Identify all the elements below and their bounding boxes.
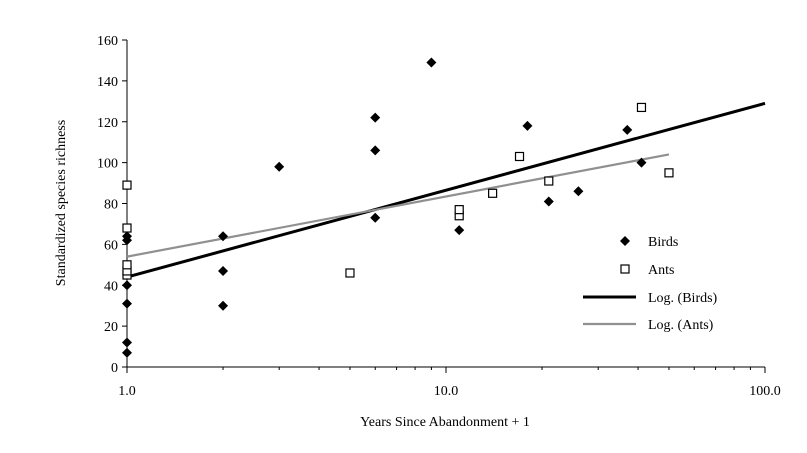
- ant-point: [514, 151, 525, 162]
- ant-point: [122, 223, 132, 233]
- bird-point: [426, 57, 437, 68]
- legend-label: Birds: [648, 235, 678, 250]
- bird-point: [573, 186, 584, 197]
- bird-point: [370, 145, 381, 156]
- bird-point: [122, 231, 132, 242]
- trendline-birds: [126, 101, 766, 279]
- y-tick-label: 140: [97, 75, 118, 90]
- bird-point: [122, 347, 132, 358]
- bird-point: [122, 280, 132, 291]
- ant-point: [664, 168, 674, 178]
- x-tick-label: 1.0: [118, 384, 136, 399]
- legend-bird-marker: [620, 236, 630, 246]
- y-tick-label: 20: [104, 320, 118, 335]
- x-axis-title: Years Since Abandonment + 1: [360, 415, 530, 430]
- legend-ant-marker: [620, 264, 630, 274]
- y-tick-label: 60: [104, 238, 118, 253]
- bird-point: [622, 124, 633, 135]
- bird-point: [122, 337, 132, 348]
- bird-point: [543, 196, 554, 207]
- bird-point: [218, 265, 229, 276]
- bird-point: [218, 300, 229, 311]
- ant-point: [488, 188, 498, 198]
- x-tick-label: 100.0: [749, 384, 781, 399]
- y-tick-label: 0: [111, 361, 118, 376]
- data-points: [122, 57, 674, 358]
- x-ticks: 1.0 10.0 100.0: [118, 367, 781, 399]
- ant-point: [122, 180, 132, 190]
- bird-point: [370, 112, 381, 123]
- bird-point: [218, 231, 229, 242]
- y-tick-label: 100: [97, 157, 118, 172]
- bird-point: [454, 225, 465, 236]
- ant-point: [122, 260, 132, 270]
- legend-label: Log. (Ants): [648, 318, 714, 333]
- y-tick-label: 160: [97, 34, 118, 49]
- legend: Birds Ants Log. (Birds) Log. (Ants): [583, 235, 718, 333]
- bird-point: [274, 161, 285, 172]
- bird-point: [370, 212, 381, 223]
- x-tick-label: 10.0: [434, 384, 459, 399]
- ant-point: [345, 268, 355, 278]
- bird-point: [122, 298, 132, 309]
- ant-point: [454, 205, 464, 215]
- ant-point: [636, 102, 647, 113]
- y-ticks: 0 20 40 60 80 100 120 140 160: [97, 34, 127, 376]
- y-tick-label: 120: [97, 116, 118, 131]
- trendlines: [126, 101, 766, 279]
- legend-label: Log. (Birds): [648, 291, 718, 306]
- bird-point: [522, 120, 533, 131]
- ant-point: [544, 176, 554, 186]
- trendline-ants: [126, 153, 670, 258]
- bird-point: [636, 157, 647, 168]
- y-tick-label: 80: [104, 198, 118, 213]
- y-tick-label: 40: [104, 279, 118, 294]
- legend-label: Ants: [648, 263, 674, 278]
- y-axis-title: Standardized species richness: [54, 120, 69, 286]
